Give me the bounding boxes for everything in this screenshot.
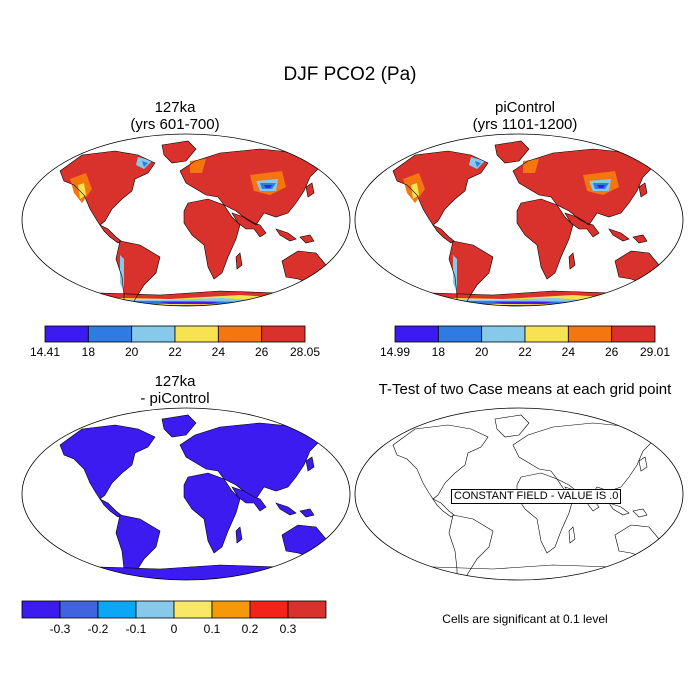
colorbar-tick-label: 0.1 — [203, 622, 221, 636]
colorbar-swatch — [481, 325, 526, 343]
colorbar-tick-label: 18 — [81, 345, 96, 359]
colorbar-tick-label: 24 — [561, 345, 576, 359]
map-127ka — [21, 133, 351, 307]
colorbar-tick-label: -0.3 — [49, 622, 71, 636]
colorbar-swatch — [437, 325, 483, 343]
colorbar-swatch — [97, 600, 137, 619]
colorbar-tick-label: 0.2 — [241, 622, 259, 636]
figure-title: DJF PCO2 (Pa) — [283, 64, 417, 85]
colorbar-tick-label: 29.01 — [639, 345, 671, 359]
panel-title-difference: 127ka - piControl — [75, 373, 275, 407]
colorbar-swatch — [173, 600, 213, 619]
panel-title-line1: 127ka — [154, 373, 196, 390]
colorbar-tick-label: 14.41 — [29, 345, 61, 359]
colorbar-tick-label: 22 — [518, 345, 532, 359]
colorbar-tick-label: 14.99 — [379, 345, 411, 359]
colorbar-tick-label: 26 — [604, 345, 619, 359]
panel-title-line2: (yrs 601-700) — [130, 116, 220, 133]
colorbar-swatch — [261, 325, 306, 343]
map-picontrol — [354, 133, 684, 307]
colorbar-swatch — [87, 325, 133, 343]
colorbar-swatch — [59, 600, 99, 619]
panel-title-line2: - piControl — [140, 390, 210, 407]
colorbar-tick-label: 26 — [254, 345, 269, 359]
colorbar-swatch — [611, 325, 656, 343]
colorbar-tick-label: -0.1 — [125, 622, 147, 636]
panel-title-line2: (yrs 1101-1200) — [472, 116, 578, 133]
panel-title-127ka: 127ka (yrs 601-700) — [75, 99, 275, 133]
colorbar-tick-label: 0 — [170, 622, 178, 636]
panel-title-picontrol: piControl (yrs 1101-1200) — [425, 99, 625, 133]
colorbar-swatch — [21, 600, 61, 619]
map-difference — [21, 407, 351, 581]
colorbar-swatch — [524, 325, 569, 343]
map-ttest — [354, 407, 684, 581]
colorbar-tick-label: 24 — [211, 345, 226, 359]
colorbar-tick-label: 22 — [168, 345, 182, 359]
colorbar-tick-label: 20 — [124, 345, 139, 359]
colorbar-swatch — [217, 325, 263, 343]
colorbar-tick-label: 0.3 — [279, 622, 297, 636]
panel-title-line1: piControl — [494, 99, 556, 116]
colorbar-tick-label: 20 — [474, 345, 489, 359]
land-fill — [49, 414, 343, 580]
colorbar-swatch — [131, 325, 176, 343]
colorbar-swatch — [44, 325, 89, 343]
colorbar-swatch — [394, 325, 439, 343]
colorbar-127ka — [44, 325, 306, 343]
colorbar-swatch — [174, 325, 219, 343]
colorbar-tick-label: 28.05 — [289, 345, 321, 359]
significance-note: Cells are significant at 0.1 level — [442, 612, 608, 626]
constant-field-label: CONSTANT FIELD - VALUE IS .0 — [451, 489, 622, 504]
colorbar-tick-label: 18 — [431, 345, 446, 359]
ttest-panel-title: T-Test of two Case means at each grid po… — [378, 381, 672, 398]
colorbar-difference — [21, 600, 327, 619]
colorbar-swatch — [211, 600, 251, 619]
colorbar-swatch — [249, 600, 289, 619]
colorbar-swatch — [287, 600, 327, 619]
colorbar-swatch — [135, 600, 175, 619]
colorbar-tick-label: -0.2 — [87, 622, 109, 636]
colorbar-swatch — [567, 325, 613, 343]
panel-title-line1: 127ka — [154, 99, 196, 116]
colorbar-picontrol — [394, 325, 656, 343]
